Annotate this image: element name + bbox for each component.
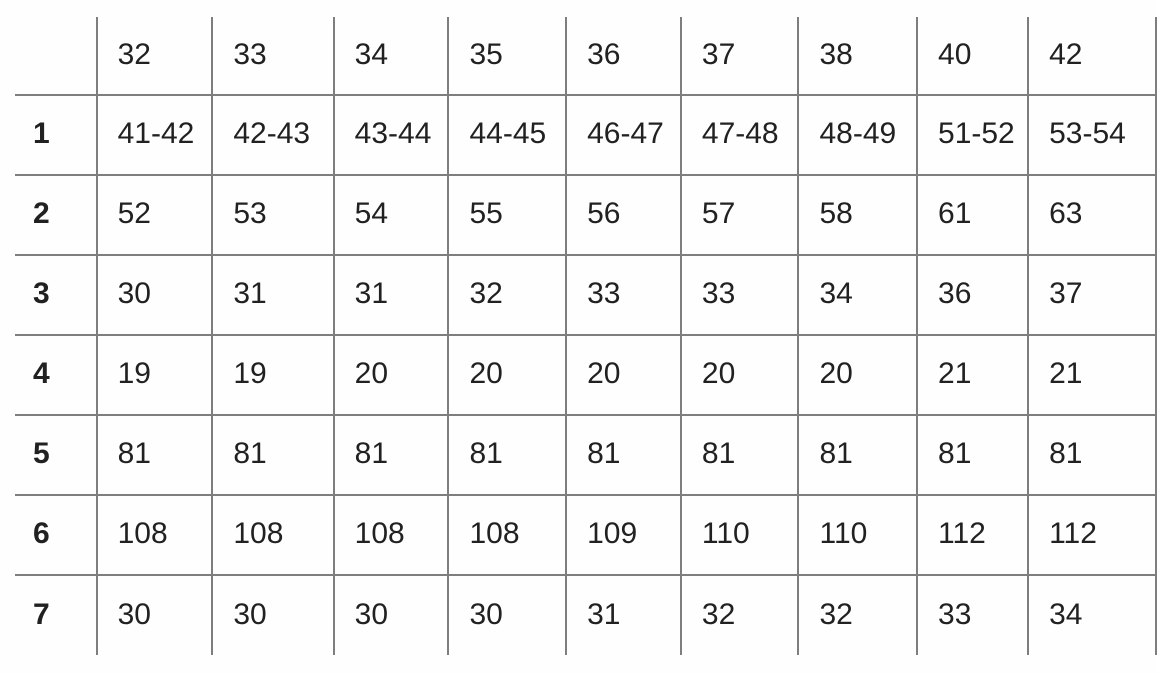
size-cell: 31 xyxy=(332,254,450,336)
table-row: 7 30 30 30 30 31 32 32 33 34 xyxy=(15,574,1157,655)
size-cell: 108 xyxy=(211,494,335,576)
size-cell: 20 xyxy=(447,334,568,416)
header-cell: 33 xyxy=(211,17,335,96)
size-cell: 58 xyxy=(797,174,919,256)
header-corner-cell xyxy=(15,17,98,96)
size-cell: 41-42 xyxy=(95,94,214,176)
header-cell: 40 xyxy=(916,17,1030,96)
size-cell: 20 xyxy=(332,334,450,416)
table-row: 5 81 81 81 81 81 81 81 81 81 xyxy=(15,414,1157,496)
size-cell: 57 xyxy=(679,174,800,256)
row-label: 6 xyxy=(15,494,98,576)
size-cell: 55 xyxy=(447,174,568,256)
size-cell: 19 xyxy=(95,334,214,416)
size-cell: 44-45 xyxy=(447,94,568,176)
row-label: 4 xyxy=(15,334,98,416)
table-row: 3 30 31 31 32 33 33 34 36 37 xyxy=(15,254,1157,336)
size-cell: 32 xyxy=(679,574,800,655)
size-cell: 48-49 xyxy=(797,94,919,176)
row-label: 1 xyxy=(15,94,98,176)
size-cell: 52 xyxy=(95,174,214,256)
size-cell: 43-44 xyxy=(332,94,450,176)
size-cell: 30 xyxy=(95,574,214,655)
size-cell: 53 xyxy=(211,174,335,256)
size-cell: 81 xyxy=(211,414,335,496)
size-cell: 33 xyxy=(679,254,800,336)
header-cell: 38 xyxy=(797,17,919,96)
size-cell: 32 xyxy=(797,574,919,655)
size-cell: 110 xyxy=(797,494,919,576)
header-cell: 36 xyxy=(565,17,682,96)
size-cell: 34 xyxy=(797,254,919,336)
header-cell: 32 xyxy=(95,17,214,96)
size-cell: 54 xyxy=(332,174,450,256)
size-cell: 81 xyxy=(916,414,1030,496)
size-table: 32 33 34 35 36 37 38 40 42 1 41-42 42-43… xyxy=(15,17,1157,655)
table-row: 1 41-42 42-43 43-44 44-45 46-47 47-48 48… xyxy=(15,94,1157,176)
size-cell: 81 xyxy=(95,414,214,496)
size-cell: 81 xyxy=(565,414,682,496)
size-cell: 112 xyxy=(1027,494,1157,576)
table-row: 6 108 108 108 108 109 110 110 112 112 xyxy=(15,494,1157,576)
size-cell: 31 xyxy=(565,574,682,655)
header-cell: 35 xyxy=(447,17,568,96)
size-cell: 51-52 xyxy=(916,94,1030,176)
size-cell: 108 xyxy=(95,494,214,576)
size-cell: 108 xyxy=(332,494,450,576)
size-cell: 53-54 xyxy=(1027,94,1157,176)
size-cell: 19 xyxy=(211,334,335,416)
size-cell: 33 xyxy=(565,254,682,336)
size-cell: 56 xyxy=(565,174,682,256)
header-cell: 42 xyxy=(1027,17,1157,96)
size-cell: 81 xyxy=(1027,414,1157,496)
size-cell: 32 xyxy=(447,254,568,336)
row-label: 7 xyxy=(15,574,98,655)
size-cell: 20 xyxy=(797,334,919,416)
size-cell: 81 xyxy=(797,414,919,496)
size-cell: 30 xyxy=(211,574,335,655)
size-cell: 81 xyxy=(447,414,568,496)
size-cell: 21 xyxy=(916,334,1030,416)
size-cell: 30 xyxy=(447,574,568,655)
size-cell: 20 xyxy=(679,334,800,416)
header-cell: 34 xyxy=(332,17,450,96)
row-label: 5 xyxy=(15,414,98,496)
size-cell: 110 xyxy=(679,494,800,576)
table-row: 2 52 53 54 55 56 57 58 61 63 xyxy=(15,174,1157,256)
header-row: 32 33 34 35 36 37 38 40 42 xyxy=(15,17,1157,96)
size-cell: 34 xyxy=(1027,574,1157,655)
size-cell: 61 xyxy=(916,174,1030,256)
row-label: 2 xyxy=(15,174,98,256)
size-cell: 63 xyxy=(1027,174,1157,256)
size-cell: 30 xyxy=(95,254,214,336)
size-cell: 21 xyxy=(1027,334,1157,416)
size-cell: 108 xyxy=(447,494,568,576)
size-cell: 33 xyxy=(916,574,1030,655)
header-cell: 37 xyxy=(679,17,800,96)
row-label: 3 xyxy=(15,254,98,336)
size-cell: 30 xyxy=(332,574,450,655)
size-cell: 37 xyxy=(1027,254,1157,336)
size-cell: 47-48 xyxy=(679,94,800,176)
size-cell: 42-43 xyxy=(211,94,335,176)
size-cell: 81 xyxy=(679,414,800,496)
size-cell: 109 xyxy=(565,494,682,576)
size-cell: 112 xyxy=(916,494,1030,576)
size-cell: 81 xyxy=(332,414,450,496)
size-cell: 31 xyxy=(211,254,335,336)
size-cell: 20 xyxy=(565,334,682,416)
size-cell: 36 xyxy=(916,254,1030,336)
size-cell: 46-47 xyxy=(565,94,682,176)
table-row: 4 19 19 20 20 20 20 20 21 21 xyxy=(15,334,1157,416)
